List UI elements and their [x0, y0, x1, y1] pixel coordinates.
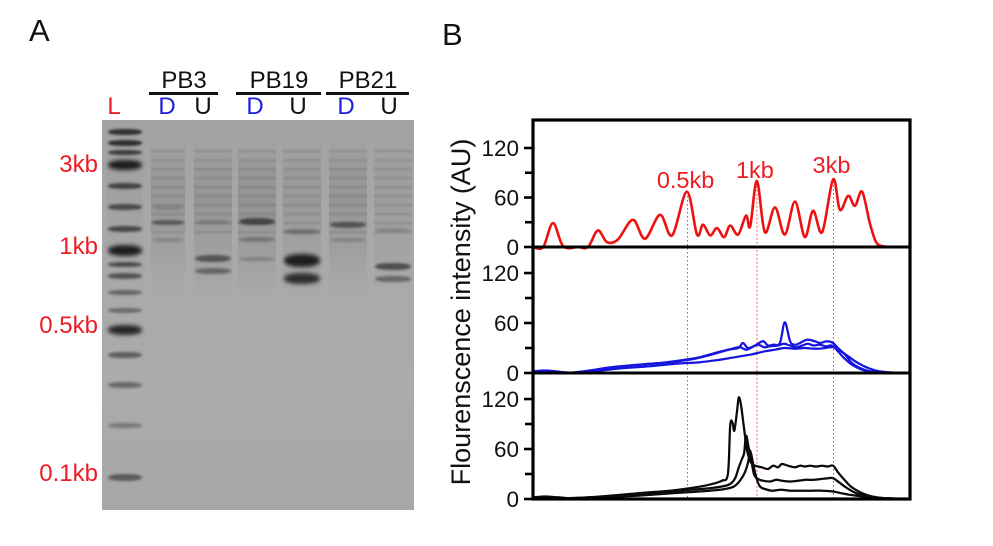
gel-band: [108, 289, 142, 295]
gel-lane-smear: [374, 142, 412, 297]
gel-image: [102, 120, 414, 510]
gel-lane-label: D: [246, 93, 264, 120]
y-axis-title: Flourenscence intensity (AU): [446, 139, 476, 486]
y-tick-label: 120: [481, 261, 519, 286]
gel-lane-PB21-D: [329, 120, 367, 510]
gel-lane-label: U: [194, 93, 212, 120]
gel-lane-label: D: [337, 93, 355, 120]
trace-ladder-L: [531, 178, 912, 251]
gel-size-label: 0.5kb: [39, 312, 98, 339]
marker-label-0.5kb: 0.5kb: [657, 167, 715, 193]
gel-band: [239, 257, 275, 261]
gel-band: [195, 268, 231, 274]
y-tick-label: 60: [494, 311, 519, 336]
gel-band: [152, 206, 184, 210]
gel-lane-L: [107, 120, 143, 510]
gel-lane-smear: [151, 142, 185, 297]
gel-lane-striations: [194, 150, 232, 235]
gel-band: [108, 261, 142, 267]
trace-undigested-U-trace-2: [531, 434, 912, 501]
panel-a-label: A: [29, 13, 50, 48]
gel-lane-label: D: [158, 93, 176, 120]
panel-b-chart: Flourenscence intensity (AU) 0.5kb 1kb 3kb…: [446, 118, 912, 512]
gel-band: [108, 244, 142, 256]
gel-band: [108, 204, 142, 210]
gel-band: [108, 382, 142, 388]
y-tick-label: 120: [481, 136, 519, 161]
gel-lane-smear: [329, 142, 367, 297]
gel-group-label: PB21: [338, 67, 398, 94]
gel-lane-PB19-U: [283, 120, 321, 510]
gel-group-label: PB3: [161, 67, 207, 94]
y-tick-label: 60: [494, 437, 519, 462]
y-tick-label: 0: [506, 235, 519, 260]
trace-undigested-U-trace-3: [531, 449, 912, 501]
gel-band: [108, 422, 142, 428]
plot-background: [533, 120, 910, 499]
gel-band: [108, 129, 142, 135]
gel-lane-label: U: [289, 93, 307, 120]
gel-band: [108, 149, 142, 155]
gel-size-label: 3kb: [59, 151, 98, 178]
trace-digested-D-trace-3: [531, 345, 912, 375]
gel-band: [108, 160, 142, 170]
marker-label-1kb: 1kb: [736, 157, 774, 183]
gel-lane-PB3-D: [151, 120, 185, 510]
gel-band: [375, 228, 411, 232]
gel-size-label: 0.1kb: [39, 460, 98, 487]
y-tick-label: 120: [481, 387, 519, 412]
gel-band: [152, 219, 184, 225]
gel-group-underline: [236, 92, 321, 95]
y-tick-label: 0: [506, 361, 519, 386]
gel-band: [108, 473, 142, 481]
gel-band: [108, 273, 142, 279]
gel-band: [239, 217, 275, 225]
gel-band: [375, 276, 411, 282]
gel-group-label: PB19: [249, 67, 309, 94]
gel-lane-PB21-U: [374, 120, 412, 510]
gel-size-label: 1kb: [59, 233, 98, 260]
gel-lane-label: L: [107, 93, 121, 120]
gel-band: [284, 253, 320, 267]
gel-band: [195, 254, 231, 262]
gel-band: [330, 238, 366, 242]
gel-lane-PB3-U: [194, 120, 232, 510]
gel-band: [284, 228, 320, 234]
gel-band: [330, 222, 366, 228]
gel-lane-PB19-D: [238, 120, 276, 510]
gel-lane-striations: [329, 150, 367, 235]
gel-band: [239, 236, 275, 242]
gel-band: [152, 238, 184, 242]
gel-group-underline: [326, 92, 409, 95]
plot-border: [531, 118, 912, 501]
gel-lane-smear: [194, 142, 232, 297]
gel-band: [108, 325, 142, 335]
gel-lane-striations: [374, 150, 412, 235]
gel-lane-striations: [151, 150, 185, 235]
gel-lane-smear: [283, 142, 321, 297]
gel-band: [108, 307, 142, 313]
gel-band: [108, 226, 142, 232]
y-tick-label: 60: [494, 186, 519, 211]
gel-band: [108, 352, 142, 358]
gel-lane-label: U: [380, 93, 398, 120]
trace-digested-D-trace-2: [531, 342, 912, 375]
gel-band: [284, 272, 320, 284]
panel-b-label: B: [442, 17, 463, 52]
gel-group-underline: [149, 92, 218, 95]
gel-band: [108, 183, 142, 189]
gel-band: [195, 220, 231, 224]
gel-lane-striations: [283, 150, 321, 235]
marker-label-3kb: 3kb: [813, 152, 851, 178]
y-tick-label: 0: [506, 487, 519, 512]
gel-band: [108, 140, 142, 146]
gel-band: [375, 262, 411, 270]
